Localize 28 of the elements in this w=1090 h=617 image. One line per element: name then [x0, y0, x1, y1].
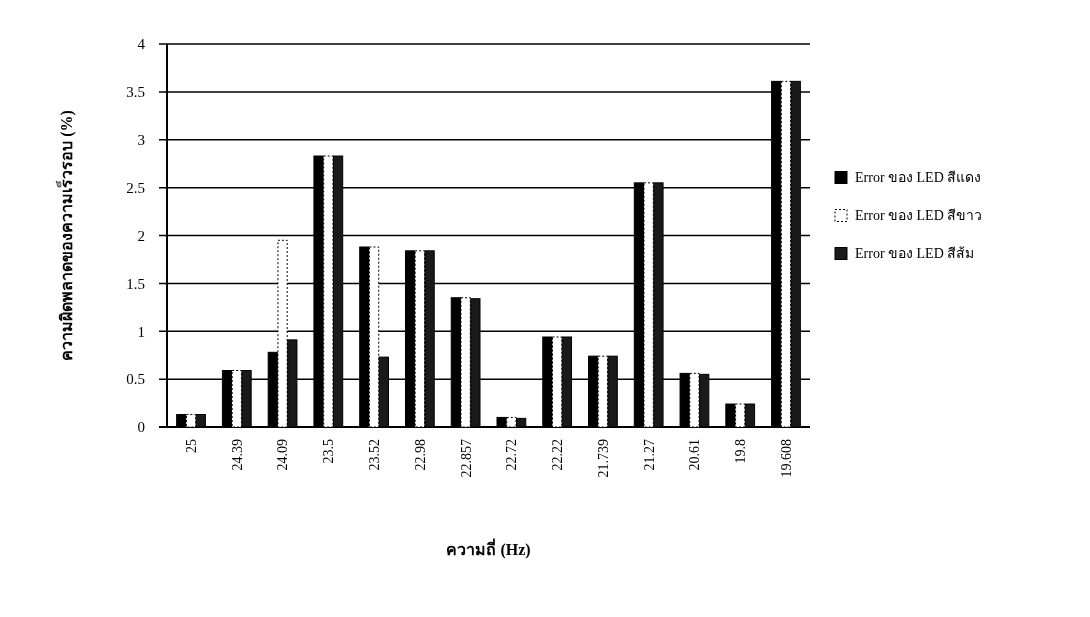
y-tick-label: 4: [137, 36, 146, 53]
legend-label: Error ของ LED สีส้ม: [855, 246, 975, 262]
x-tick-label: 24.09: [275, 439, 291, 471]
y-axis-title: ความผิดพลาดของความเร็วรอบ (%): [55, 110, 76, 361]
x-tick-label: 23.5: [321, 439, 337, 464]
y-tick-label: 2.5: [126, 179, 145, 196]
y-tick-label: 0.5: [126, 371, 145, 388]
y-tick-label: 1.5: [126, 275, 145, 292]
x-tick-label: 23.52: [366, 439, 382, 471]
legend-label: Error ของ LED สีขาว: [855, 208, 983, 224]
y-tick-label: 0: [137, 419, 145, 436]
x-tick-label: 22.72: [504, 439, 520, 471]
x-tick-label: 24.39: [229, 439, 245, 471]
x-tick-label: 22.98: [412, 439, 428, 471]
x-tick-label: 21.739: [595, 439, 611, 478]
y-tick-label: 2: [137, 227, 145, 244]
x-tick-label: 19.8: [733, 439, 749, 464]
y-tick-label: 1: [137, 323, 145, 340]
x-tick-label: 20.61: [687, 439, 703, 471]
x-tick-label: 19.608: [778, 439, 794, 478]
y-tick-label: 3: [137, 132, 145, 148]
legend-label: Error ของ LED สีแดง: [855, 170, 982, 186]
x-axis-title: ความถี่ (Hz): [446, 538, 531, 559]
x-tick-label: 22.857: [458, 439, 474, 478]
x-tick-label: 25: [183, 439, 199, 453]
y-tick-label: 3.5: [126, 84, 145, 101]
x-tick-label: 22.22: [550, 439, 566, 471]
x-tick-label: 21.27: [641, 439, 657, 471]
